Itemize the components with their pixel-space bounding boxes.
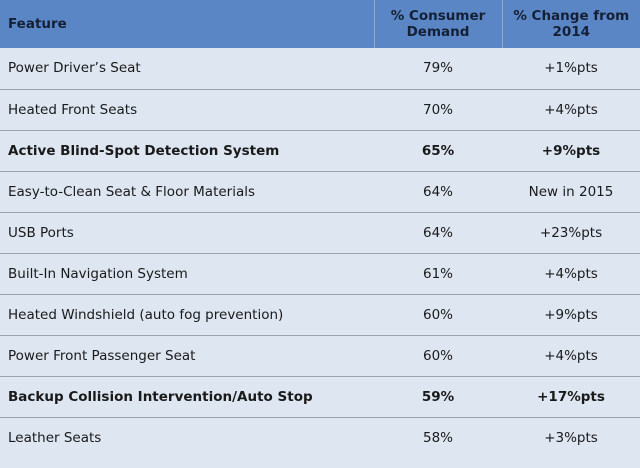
feature-cell: USB Ports [8,224,74,241]
table-row: Power Driver’s Seat 79% +1%pts [0,48,640,89]
column-header-consumer-demand: % Consumer Demand [374,0,503,48]
change-from-2014-cell: +9%pts [541,142,601,159]
consumer-demand-cell: 58% [422,429,453,446]
feature-cell: Active Blind-Spot Detection System [8,142,280,159]
table-row: Backup Collision Intervention/Auto Stop 5… [0,376,640,417]
feature-cell: Power Driver’s Seat [8,60,141,77]
feature-cell: Leather Seats [8,429,102,446]
change-from-2014-cell: +1%pts [544,60,598,77]
table-row: Built-In Navigation System 61% +4%pts [0,253,640,294]
feature-cell: Backup Collision Intervention/Auto Stop [8,388,313,405]
data-table: Feature % Consumer Demand % Change from … [0,0,640,458]
table-row: USB Ports 64% +23%pts [0,212,640,253]
table-row: Heated Front Seats 70% +4%pts [0,89,640,130]
change-from-2014-cell: +9%pts [544,306,598,323]
change-from-2014-cell: +3%pts [544,429,598,446]
consumer-demand-cell: 79% [422,60,453,77]
table-row: Leather Seats 58% +3%pts [0,417,640,458]
consumer-demand-cell: 65% [421,142,455,159]
feature-cell: Heated Windshield (auto fog prevention) [8,306,284,323]
consumer-demand-cell: 60% [422,306,453,323]
table-body: Power Driver’s Seat 79% +1%pts Heated Front… [0,48,640,458]
feature-cell: Built-In Navigation System [8,265,188,282]
change-from-2014-cell: New in 2015 [528,183,614,200]
change-from-2014-cell: +4%pts [544,101,598,118]
change-from-2014-cell: +17%pts [537,388,605,405]
column-header-change-from-2014: % Change from 2014 [513,8,630,40]
header-row: Feature % Consumer Demand % Change from … [0,0,640,48]
change-from-2014-cell: +4%pts [544,265,598,282]
table-row: Active Blind-Spot Detection System 65% +9%… [0,130,640,171]
feature-cell: Easy-to-Clean Seat & Floor Materials [8,183,256,200]
table-row: Power Front Passenger Seat 60% +4%pts [0,335,640,376]
consumer-demand-cell: 59% [421,388,455,405]
consumer-demand-cell: 64% [422,224,453,241]
change-from-2014-cell: +4%pts [544,347,598,364]
feature-cell: Heated Front Seats [8,101,138,118]
consumer-demand-cell: 61% [422,265,453,282]
consumer-demand-cell: 64% [422,183,453,200]
feature-cell: Power Front Passenger Seat [8,347,196,364]
consumer-demand-cell: 60% [422,347,453,364]
column-header-feature: Feature [0,0,375,48]
table-row: Heated Windshield (auto fog prevention) 6… [0,294,640,335]
change-from-2014-cell: +23%pts [539,224,603,241]
consumer-demand-cell: 70% [422,101,453,118]
table-row: Easy-to-Clean Seat & Floor Materials 64% N… [0,171,640,212]
